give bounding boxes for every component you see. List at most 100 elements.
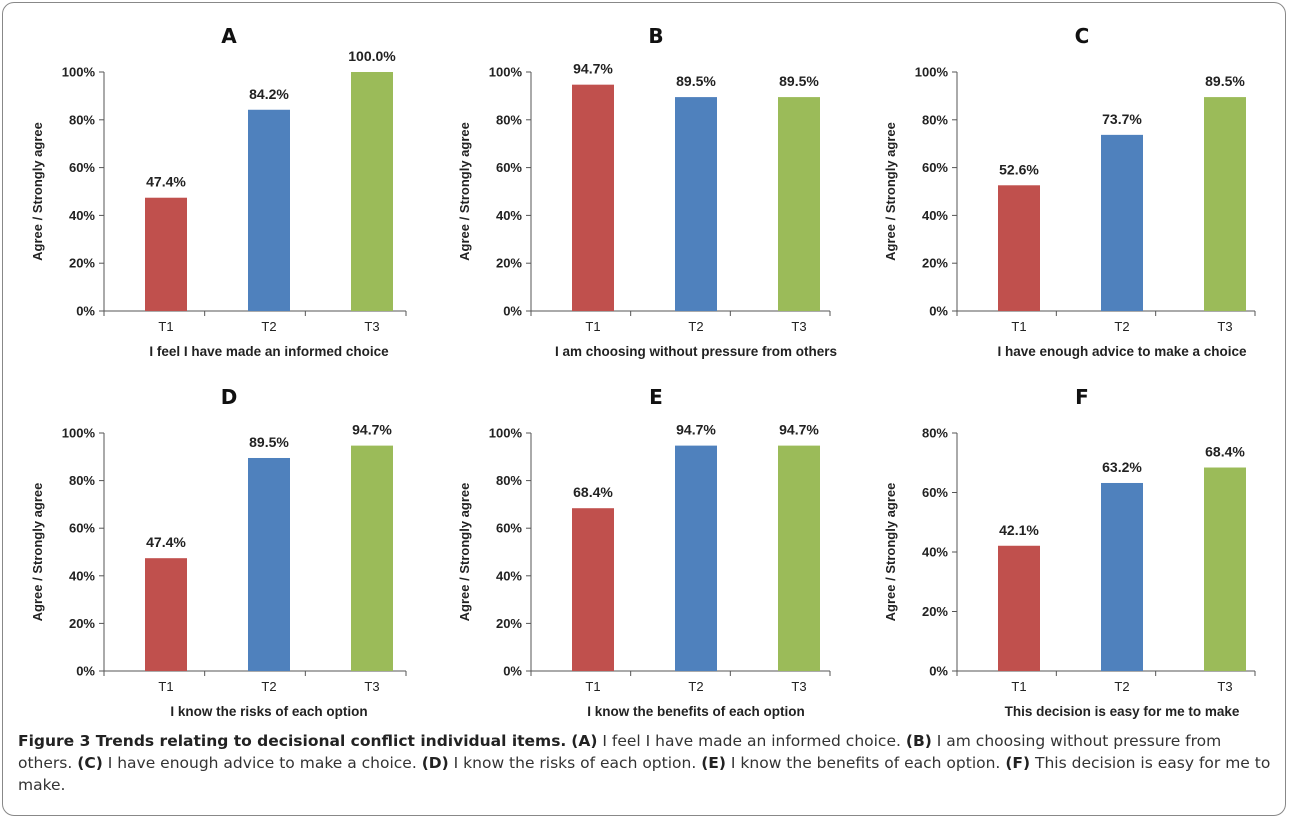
y-tick-label: 20% [922, 604, 948, 619]
y-tick-label: 40% [69, 208, 95, 223]
data-label-t2: 89.5% [676, 73, 716, 89]
y-tick-label: 80% [922, 426, 948, 441]
chart-panel-d: D 0% 20% 40% 60% 80% 100% Agree / Strongly agre… [30, 385, 407, 719]
data-label-t2: 63.2% [1102, 459, 1142, 475]
y-tick-label: 20% [496, 616, 522, 631]
y-tick-label: 40% [496, 208, 522, 223]
data-label-t1: 68.4% [573, 484, 613, 500]
y-tick-label: 100% [915, 65, 949, 80]
y-tick-label: 40% [496, 568, 522, 583]
caption-label-d: (D) [421, 754, 449, 772]
bar-t2 [1101, 482, 1143, 671]
x-axis-title: I feel I have made an informed choice [149, 344, 389, 359]
bar-t1 [145, 558, 187, 671]
y-tick-label: 100% [489, 426, 523, 441]
category-label-t3: T3 [1217, 319, 1232, 334]
bar-t3 [351, 72, 393, 311]
y-axis-title: Agree / Strongly agree [30, 483, 45, 622]
data-label-t2: 84.2% [249, 86, 289, 102]
bar-t2 [675, 97, 717, 311]
y-axis-title: Agree / Strongly agree [457, 483, 472, 622]
bar-t2 [675, 445, 717, 671]
data-label-t1: 94.7% [573, 61, 613, 77]
data-label-t3: 100.0% [348, 48, 396, 64]
category-label-t3: T3 [791, 679, 806, 694]
bar-t3 [778, 97, 820, 311]
caption-label-e: (E) [701, 754, 726, 772]
panel-letter-b: B [648, 24, 663, 48]
y-tick-label: 80% [496, 473, 522, 488]
y-tick-label: 0% [76, 664, 95, 679]
category-label-t1: T1 [1011, 679, 1026, 694]
chart-panel-c: C 0% 20% 40% 60% 80% 100% Agree / Strongly agre… [883, 24, 1256, 359]
figure-caption: Figure 3 Trends relating to decisional c… [18, 730, 1273, 796]
category-label-t2: T2 [688, 679, 703, 694]
caption-text-d: I know the risks of each option. [453, 754, 697, 772]
bar-t2 [248, 109, 290, 312]
data-label-t3: 94.7% [352, 422, 392, 438]
y-tick-label: 80% [69, 473, 95, 488]
y-tick-label: 20% [922, 256, 948, 271]
category-label-t3: T3 [364, 319, 379, 334]
bar-t1 [998, 185, 1040, 311]
y-tick-label: 60% [922, 160, 948, 175]
category-label-t3: T3 [1217, 679, 1232, 694]
category-label-t2: T2 [261, 679, 276, 694]
chart-panel-a: A 0% 20% 40% 60% 80% 100% Agree / Strongly agre… [30, 24, 407, 359]
y-tick-label: 20% [496, 256, 522, 271]
y-tick-label: 0% [929, 664, 948, 679]
y-tick-label: 0% [503, 304, 522, 319]
x-axis-title: I know the risks of each option [170, 704, 367, 719]
chart-panel-f: F 0% 20% 40% 60% 80% Agree / Strongly agree 42.… [883, 385, 1256, 719]
category-label-t1: T1 [585, 319, 600, 334]
panel-letter-f: F [1075, 385, 1089, 409]
y-tick-label: 100% [62, 65, 96, 80]
bar-t1 [145, 197, 187, 311]
caption-text-a: I feel I have made an informed choice. [602, 732, 901, 750]
data-label-t2: 89.5% [249, 434, 289, 450]
bar-t2 [248, 457, 290, 671]
data-label-t3: 94.7% [779, 422, 819, 438]
data-label-t1: 47.4% [146, 174, 186, 190]
x-axis-title: This decision is easy for me to make [1005, 704, 1240, 719]
caption-text-e: I know the benefits of each option. [730, 754, 1001, 772]
bar-t2 [1101, 134, 1143, 311]
category-label-t2: T2 [261, 319, 276, 334]
y-axis-title: Agree / Strongly agree [883, 122, 898, 261]
category-label-t2: T2 [688, 319, 703, 334]
y-tick-label: 60% [496, 160, 522, 175]
y-tick-label: 60% [496, 521, 522, 536]
y-axis-title: Agree / Strongly agree [30, 122, 45, 261]
panel-letter-e: E [649, 385, 663, 409]
bar-t1 [998, 545, 1040, 671]
caption-text-c: I have enough advice to make a choice. [107, 754, 417, 772]
caption-title: Figure 3 Trends relating to decisional c… [18, 732, 567, 750]
y-tick-label: 0% [76, 304, 95, 319]
data-label-t3: 68.4% [1205, 444, 1245, 460]
y-tick-label: 40% [69, 568, 95, 583]
y-tick-label: 80% [69, 112, 95, 127]
data-label-t1: 47.4% [146, 534, 186, 550]
bar-t1 [572, 84, 614, 312]
category-label-t3: T3 [791, 319, 806, 334]
bar-t3 [1204, 467, 1246, 671]
y-tick-label: 0% [503, 664, 522, 679]
category-label-t1: T1 [158, 679, 173, 694]
category-label-t3: T3 [364, 679, 379, 694]
y-axis-title: Agree / Strongly agree [457, 122, 472, 261]
y-tick-label: 40% [922, 545, 948, 560]
data-label-t2: 73.7% [1102, 111, 1142, 127]
caption-label-c: (C) [77, 754, 103, 772]
category-label-t1: T1 [158, 319, 173, 334]
panel-letter-d: D [221, 385, 238, 409]
bar-t3 [351, 445, 393, 671]
y-tick-label: 80% [922, 112, 948, 127]
category-label-t2: T2 [1114, 679, 1129, 694]
bar-t3 [1204, 97, 1246, 311]
caption-label-f: (F) [1005, 754, 1031, 772]
x-axis-title: I am choosing without pressure from othe… [555, 344, 837, 359]
chart-panel-e: E 0% 20% 40% 60% 80% 100% Agree / Strongly agre… [457, 385, 831, 719]
y-tick-label: 60% [922, 485, 948, 500]
bar-t1 [572, 508, 614, 671]
chart-panel-b: B 0% 20% 40% 60% 80% 100% Agree / Strongly agre… [457, 24, 837, 359]
